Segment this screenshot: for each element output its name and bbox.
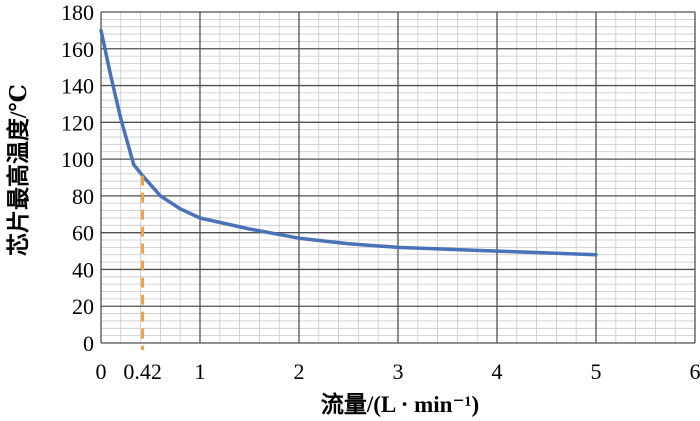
y-tick-label: 20	[72, 294, 94, 319]
series-line	[99, 28, 598, 257]
y-tick-label: 80	[72, 184, 94, 209]
x-tick-label: 4	[492, 359, 503, 384]
y-tick-label: 160	[61, 37, 94, 62]
x-tick-label: 5	[591, 359, 602, 384]
y-tick-label: 0	[83, 331, 94, 356]
major-grid	[100, 11, 696, 344]
y-tick-label: 120	[61, 110, 94, 135]
y-tick-label: 60	[72, 221, 94, 246]
x-tick-label: 0.42	[123, 359, 162, 384]
y-tick-label: 40	[72, 257, 94, 282]
y-tick-labels: 0 20 40 60 80 100 120 140 160 180	[61, 0, 94, 356]
y-tick-label: 140	[61, 74, 94, 99]
x-tick-label: 3	[393, 359, 404, 384]
x-tick-labels: 0 0.42 1 2 3 4 5 6	[96, 359, 700, 384]
x-axis-label: 流量/(L · min⁻¹)	[321, 391, 479, 417]
x-tick-label: 1	[195, 359, 206, 384]
series-layer	[99, 28, 598, 257]
y-tick-label: 180	[61, 0, 94, 25]
x-tick-label: 0	[96, 359, 107, 384]
x-tick-label: 2	[294, 359, 305, 384]
y-tick-label: 100	[61, 147, 94, 172]
x-tick-label: 6	[690, 359, 700, 384]
y-axis-label: 芯片最高温度/℃	[5, 84, 31, 256]
